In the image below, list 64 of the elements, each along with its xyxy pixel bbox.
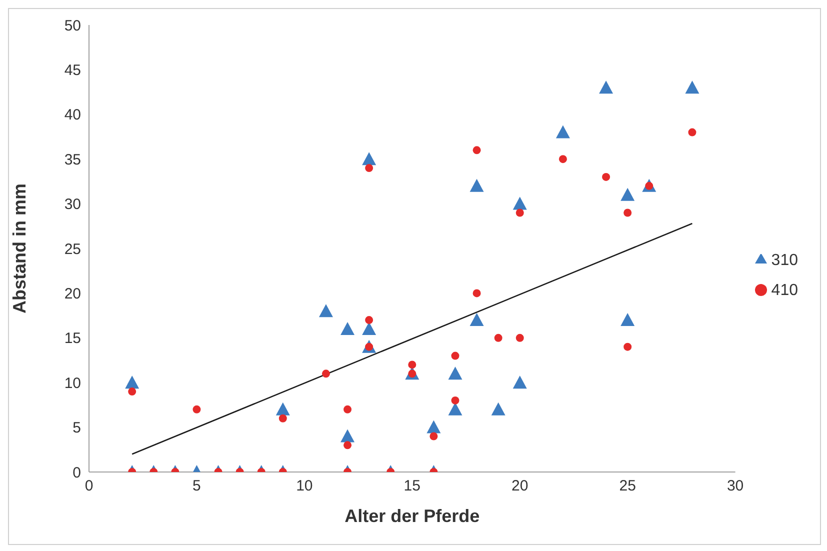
point <box>430 432 438 440</box>
point <box>624 342 632 351</box>
point <box>278 414 287 422</box>
x-tick-label: 15 <box>404 478 420 495</box>
x-tick-label: 10 <box>296 478 313 495</box>
point <box>620 188 635 201</box>
point <box>599 80 614 94</box>
point <box>556 125 570 138</box>
y-tick-label: 25 <box>64 240 81 258</box>
point <box>365 316 374 324</box>
point <box>344 405 352 414</box>
point <box>451 396 460 404</box>
point <box>426 420 441 434</box>
legend-label: 310 <box>771 252 798 268</box>
point <box>512 196 527 210</box>
point <box>491 402 506 416</box>
point <box>516 334 524 342</box>
point <box>340 429 355 442</box>
y-tick-label: 20 <box>64 286 81 303</box>
point <box>516 208 524 217</box>
point <box>620 313 635 326</box>
y-axis-title: Abstand in mm <box>9 183 30 314</box>
y-tick-label: 40 <box>64 106 81 124</box>
point <box>602 172 610 181</box>
point <box>448 402 462 416</box>
y-tick-label: 35 <box>64 151 81 168</box>
y-tick-label: 0 <box>72 464 81 482</box>
point <box>685 80 700 94</box>
x-axis-title: Alter der Pferde <box>344 506 480 526</box>
point <box>365 164 374 172</box>
point <box>125 376 140 389</box>
point <box>322 370 330 378</box>
point <box>448 366 462 380</box>
point <box>472 289 481 298</box>
legend-label: 410 <box>771 282 798 298</box>
point <box>470 178 484 192</box>
point <box>192 405 201 414</box>
point <box>340 322 355 335</box>
y-tick-label: 50 <box>64 17 81 34</box>
point <box>128 388 136 396</box>
point <box>362 152 376 166</box>
point <box>276 402 290 416</box>
x-tick-label: 5 <box>192 478 201 495</box>
point <box>624 208 632 217</box>
y-tick-label: 5 <box>72 420 81 437</box>
point <box>472 146 481 154</box>
point <box>470 313 484 326</box>
y-tick-label: 15 <box>64 330 81 348</box>
y-tick-label: 30 <box>64 196 81 214</box>
x-tick-label: 25 <box>619 478 636 495</box>
x-tick-label: 30 <box>726 478 744 495</box>
y-tick-label: 10 <box>64 374 81 392</box>
point <box>344 441 352 450</box>
x-tick-label: 20 <box>512 478 528 495</box>
point <box>408 360 416 369</box>
point <box>688 128 696 136</box>
point <box>512 376 527 389</box>
point <box>362 322 376 335</box>
point <box>494 334 502 342</box>
point <box>558 155 567 164</box>
x-tick-label: 0 <box>84 478 94 495</box>
y-tick-label: 45 <box>64 62 81 80</box>
point <box>318 304 333 318</box>
point <box>451 352 460 360</box>
